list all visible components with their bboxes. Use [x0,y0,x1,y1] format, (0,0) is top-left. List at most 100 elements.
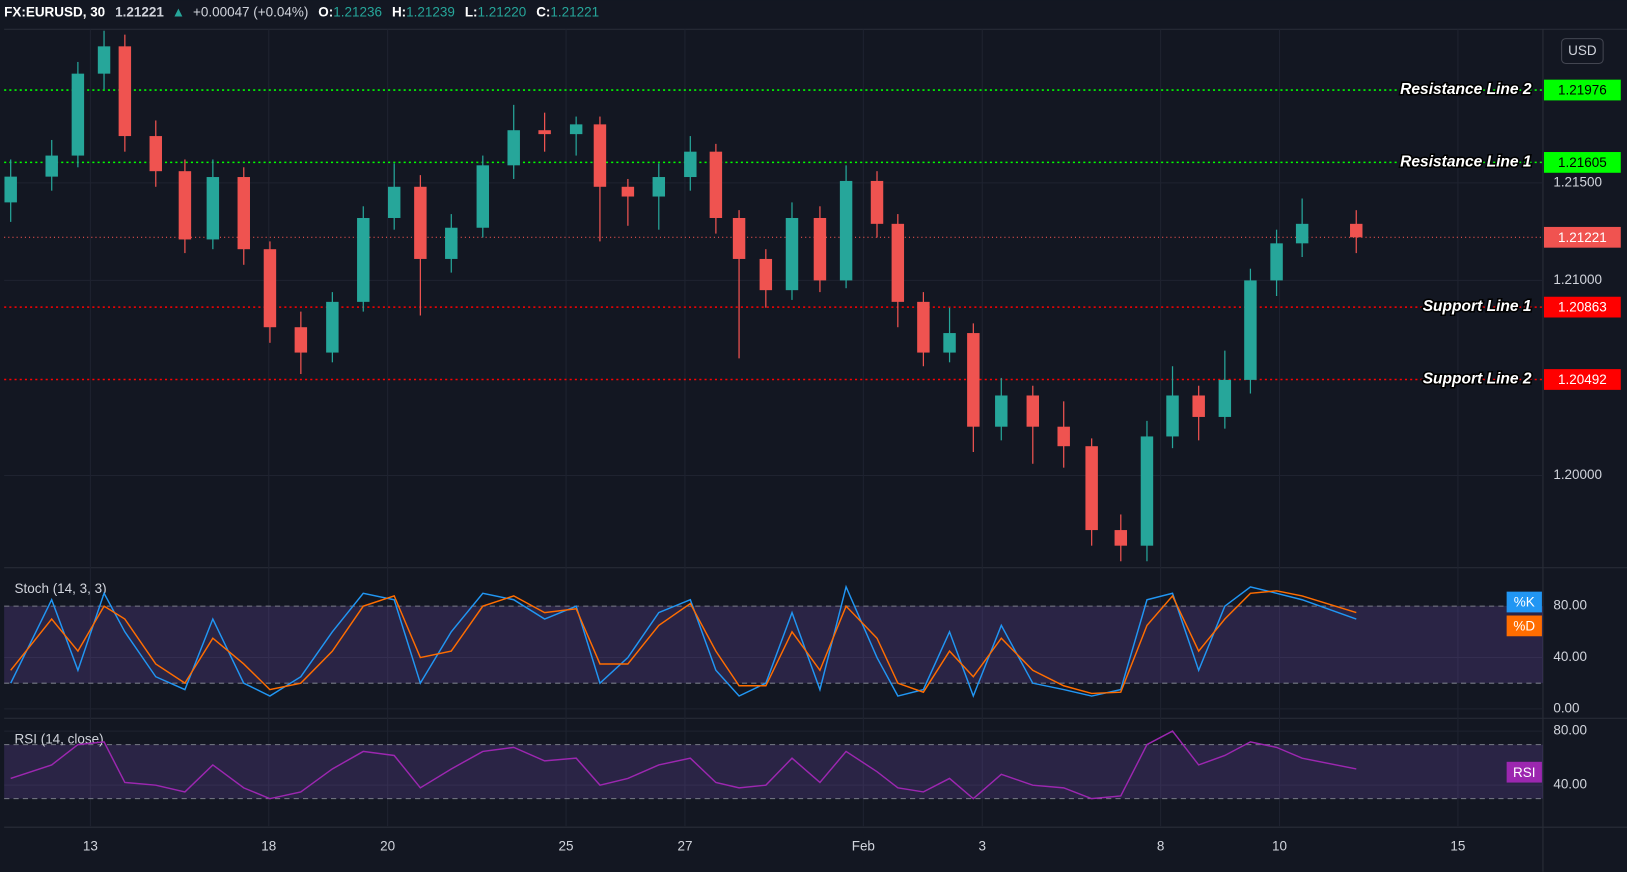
candle-body [1085,446,1098,531]
candle-body [237,177,250,250]
candle-body [538,130,551,135]
candle-body [1192,395,1205,417]
ohlc-value: 1.21221 [550,4,599,19]
x-tick-label: 18 [261,838,276,853]
candle-body [732,217,746,259]
ohlc-value: 1.21220 [478,4,527,19]
x-tick-label: 15 [1450,838,1465,853]
candle-body [813,217,827,281]
ohlc-label: O: [318,4,333,19]
candle-body [621,186,635,197]
last-price: 1.21221 [115,4,164,19]
candle-body [71,73,85,156]
y-tick-label: 0.00 [1553,700,1579,715]
candle-body [326,301,339,353]
candle-body [1295,223,1309,244]
x-tick-label: 25 [559,838,574,853]
candle-body [263,249,277,328]
panel-title: Stoch (14, 3, 3) [15,581,107,596]
y-tick-label: 80.00 [1553,723,1587,738]
x-tick-label: 10 [1272,838,1287,853]
candle-body [387,186,401,218]
y-tick-label: 40.00 [1553,649,1587,664]
legend-label: RSI [1513,765,1535,780]
candle-body [1140,436,1154,546]
series-line [10,584,1357,699]
candle-body [1218,379,1232,417]
candle-body [870,180,884,224]
y-tick-label: 1.20000 [1553,467,1602,482]
header: FX:EURUSD, 30 1.21221 ▲ +0.00047 (+0.04%… [4,4,599,19]
level-value: 1.21605 [1558,155,1607,170]
candle-body [445,227,458,259]
x-tick-label: 8 [1157,838,1165,853]
candle-body [785,217,799,291]
candle-body [1350,223,1363,238]
legend-badge[interactable] [1506,761,1542,783]
candle-body [759,258,773,291]
candle-body [357,217,370,302]
candle-body [1114,530,1128,546]
x-tick-label: 13 [83,838,98,853]
candle-body [206,177,220,240]
candle-body [995,395,1008,427]
change-arrow: ▲ [172,4,185,19]
candle-body [891,223,905,302]
last-price-value: 1.21221 [1558,230,1607,245]
candle-body [4,176,17,203]
ohlc-label: L: [465,4,478,19]
currency-badge[interactable] [1561,38,1604,65]
x-tick-label: 27 [677,838,692,853]
legend-label: %D [1513,618,1535,633]
series-line [10,730,1357,800]
candle-body [569,124,583,135]
candle-body [839,180,853,281]
symbol: FX:EURUSD, 30 [4,4,105,19]
candle-body [943,333,956,353]
candle-body [593,124,607,187]
candle-body [97,46,111,74]
level-badge [1543,296,1621,318]
x-tick-label: 3 [979,838,987,853]
candle-body [652,177,666,197]
candle-body [917,301,930,353]
candle-body [1057,426,1070,447]
currency-label: USD [1568,43,1597,58]
candle-body [118,46,132,137]
ohlc-value: 1.21239 [406,4,455,19]
candle-body [1270,243,1283,281]
legend-label: %K [1514,595,1535,610]
level-badge [1543,79,1621,101]
level-value: 1.20863 [1558,300,1607,315]
ohlc-label: C: [536,4,550,19]
y-tick-label: 80.00 [1553,598,1587,613]
candle-body [294,327,308,353]
change: +0.00047 (+0.04%) [193,4,308,19]
level-label: Resistance Line 2 [1400,81,1532,98]
band-fill [4,744,1543,799]
band-fill [4,606,1543,684]
candle-body [149,136,162,172]
y-tick-label: 1.21000 [1553,272,1602,287]
candle-body [414,186,427,259]
candle-body [476,165,490,228]
panel-title: RSI (14, close) [15,732,104,747]
candle-body [684,151,697,178]
legend-badge[interactable] [1506,591,1542,613]
candle-body [967,333,980,427]
x-tick-label: 20 [380,838,395,853]
candle-body [507,130,520,166]
level-label: Support Line 2 [1423,371,1532,388]
candle-body [1026,395,1040,427]
ohlc-value: 1.21236 [333,4,382,19]
y-tick-label: 1.21500 [1553,174,1602,189]
level-label: Resistance Line 1 [1400,154,1531,171]
candle-body [45,155,58,177]
candle-body [178,171,192,240]
level-value: 1.21976 [1558,83,1607,98]
legend-badge[interactable] [1506,615,1542,637]
ohlc-label: H: [392,4,406,19]
